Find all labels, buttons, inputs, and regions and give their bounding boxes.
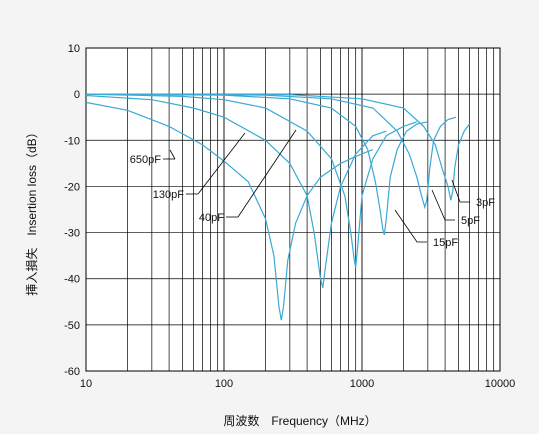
callout-leader bbox=[451, 179, 470, 203]
series-line bbox=[85, 93, 418, 268]
x-tick-label: 1000 bbox=[350, 378, 374, 390]
series-line bbox=[85, 101, 374, 321]
series-label: 130pF bbox=[153, 189, 184, 201]
x-tick-labels: 10 100 1000 10000 bbox=[80, 378, 515, 390]
series-label: 650pF bbox=[130, 154, 161, 166]
y-tick-label: -20 bbox=[64, 181, 80, 193]
x-tick-label: 100 bbox=[215, 378, 233, 390]
callout-leader bbox=[394, 209, 427, 243]
callout-leader bbox=[237, 129, 297, 218]
series-line bbox=[85, 94, 387, 289]
y-tick-labels: 10 0 -10 -20 -30 -40 -50 -60 bbox=[64, 43, 80, 378]
y-tick-label: -30 bbox=[64, 228, 80, 240]
callout-leader bbox=[169, 149, 176, 160]
x-tick-label: 10 bbox=[80, 378, 92, 390]
series-label: 15pF bbox=[433, 237, 458, 249]
series-label: 5pF bbox=[461, 215, 480, 227]
series-line bbox=[85, 93, 470, 201]
plot-background bbox=[86, 48, 500, 371]
x-axis-label: 周波数 Frequency（MHz） bbox=[223, 413, 376, 428]
series-line bbox=[85, 93, 457, 210]
y-tick-label: -10 bbox=[64, 135, 80, 147]
y-tick-label: 10 bbox=[68, 43, 80, 55]
series-label: 3pF bbox=[476, 197, 495, 209]
y-tick-label: -50 bbox=[64, 320, 80, 332]
plot-frame bbox=[85, 47, 501, 372]
series-lines bbox=[85, 93, 470, 321]
callout-leader bbox=[197, 132, 246, 195]
y-tick-label: -60 bbox=[64, 366, 80, 378]
y-tick-label: 0 bbox=[74, 89, 80, 101]
series-label: 40pF bbox=[199, 212, 224, 224]
y-axis-label: 挿入損失 Insertion loss（dB） bbox=[24, 126, 39, 295]
y-tick-label: -40 bbox=[64, 274, 80, 286]
x-tick-label: 10000 bbox=[485, 378, 516, 390]
callout-leader bbox=[431, 189, 455, 221]
